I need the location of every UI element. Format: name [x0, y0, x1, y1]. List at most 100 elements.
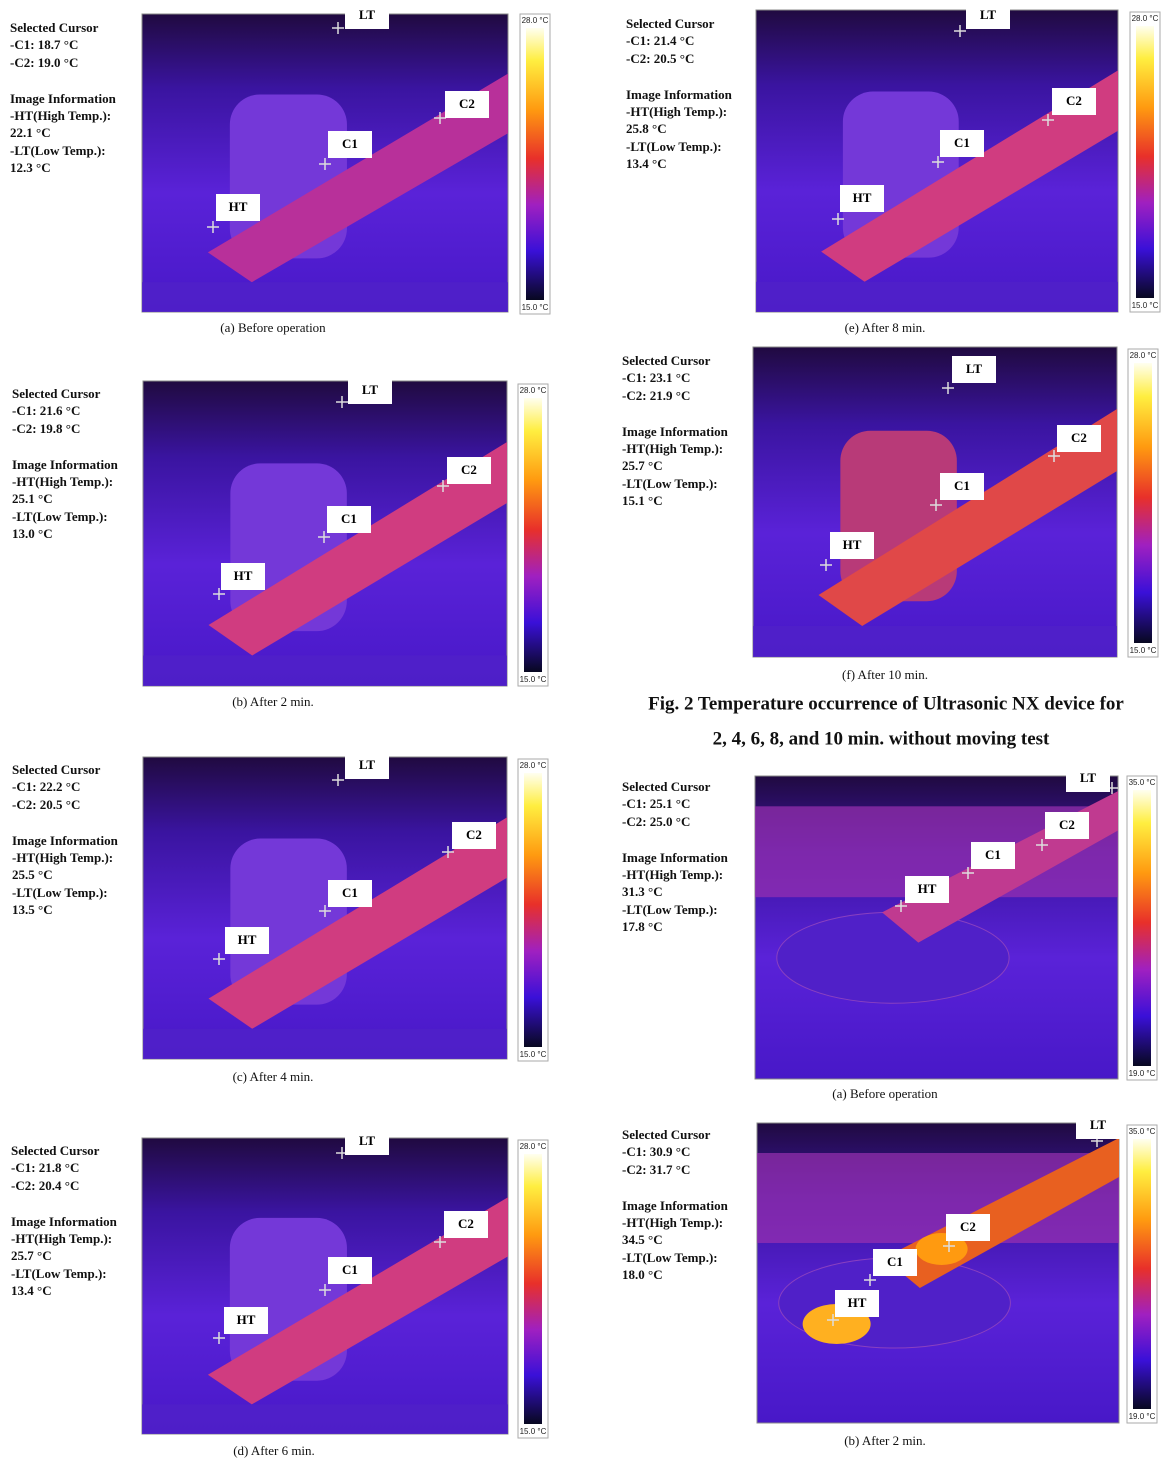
info-line: Image Information — [622, 424, 729, 439]
cursor-label: HT — [853, 190, 872, 205]
info-line: 25.1 °C — [12, 491, 53, 506]
cursor-label: HT — [234, 568, 253, 583]
colorbar-max: 35.0 °C — [1129, 778, 1156, 787]
cursor-label: LT — [359, 1133, 375, 1148]
info-line: -C2: 21.9 °C — [622, 388, 690, 403]
colorbar — [524, 1154, 542, 1424]
base-bar — [142, 282, 508, 312]
info-line: -C2: 20.5 °C — [626, 51, 694, 66]
info-line: 22.1 °C — [10, 125, 51, 140]
cursor-label: LT — [359, 757, 375, 772]
info-line: Image Information — [622, 1198, 729, 1213]
cursor-label: HT — [238, 932, 257, 947]
colorbar-max: 28.0 °C — [1132, 14, 1159, 23]
cursor-label: C1 — [954, 478, 970, 493]
info-line: Image Information — [10, 91, 117, 106]
base-bar — [143, 1029, 507, 1059]
info-line: 12.3 °C — [10, 160, 51, 175]
figure-caption: Fig. 2 Temperature occurrence of Ultraso… — [648, 693, 1124, 714]
cursor-label: C1 — [954, 135, 970, 150]
info-line: -LT(Low Temp.): — [626, 139, 722, 154]
info-line: -C1: 18.7 °C — [10, 37, 78, 52]
cursor-label: C2 — [1071, 430, 1087, 445]
colorbar-max: 28.0 °C — [520, 386, 547, 395]
colorbar-max: 28.0 °C — [520, 1142, 547, 1151]
info-line: -LT(Low Temp.): — [622, 1250, 718, 1265]
colorbar-max: 28.0 °C — [1130, 351, 1157, 360]
colorbar — [524, 398, 542, 672]
info-line: -LT(Low Temp.): — [12, 885, 108, 900]
info-line: 25.5 °C — [12, 867, 53, 882]
info-line: Selected Cursor — [622, 1127, 711, 1142]
colorbar — [1134, 363, 1152, 643]
info-line: -HT(High Temp.): — [12, 474, 113, 489]
colorbar-min: 15.0 °C — [522, 303, 549, 312]
cursor-label: C1 — [887, 1254, 903, 1269]
info-line: Image Information — [12, 457, 119, 472]
info-line: -C1: 22.2 °C — [12, 779, 80, 794]
colorbar-min: 19.0 °C — [1129, 1069, 1156, 1078]
panel-caption: (b) After 2 min. — [844, 1433, 926, 1448]
base-bar — [753, 626, 1117, 657]
cursor-label: LT — [966, 361, 982, 376]
info-line: Selected Cursor — [12, 762, 101, 777]
info-line: -C2: 19.8 °C — [12, 421, 80, 436]
colorbar — [1133, 1139, 1151, 1409]
info-line: -C1: 21.6 °C — [12, 403, 80, 418]
cursor-label: C1 — [341, 511, 357, 526]
info-line: Image Information — [12, 833, 119, 848]
cursor-label: C2 — [461, 462, 477, 477]
info-line: -LT(Low Temp.): — [11, 1266, 107, 1281]
panel-caption: (b) After 2 min. — [232, 694, 314, 709]
cursor-label: LT — [1080, 770, 1096, 785]
cursor-label: HT — [848, 1295, 867, 1310]
info-line: 13.4 °C — [11, 1283, 52, 1298]
cursor-label: LT — [1090, 1117, 1106, 1132]
colorbar-max: 35.0 °C — [1129, 1127, 1156, 1136]
panel-caption: (f) After 10 min. — [842, 667, 928, 682]
info-line: Selected Cursor — [12, 386, 101, 401]
info-line: -C2: 25.0 °C — [622, 814, 690, 829]
cursor-label: HT — [237, 1312, 256, 1327]
cursor-label: C1 — [342, 885, 358, 900]
info-line: -LT(Low Temp.): — [622, 902, 718, 917]
colorbar-max: 28.0 °C — [520, 761, 547, 770]
info-line: Selected Cursor — [622, 353, 711, 368]
info-line: -LT(Low Temp.): — [622, 476, 718, 491]
thermal-image — [757, 1123, 1119, 1423]
info-line: 25.8 °C — [626, 121, 667, 136]
info-line: -HT(High Temp.): — [11, 1231, 112, 1246]
base-bar — [143, 656, 507, 687]
info-line: -C2: 19.0 °C — [10, 55, 78, 70]
thermal-image — [753, 347, 1117, 657]
colorbar-max: 28.0 °C — [522, 16, 549, 25]
thermal-image — [143, 381, 507, 686]
panel-caption: (d) After 6 min. — [233, 1443, 315, 1458]
info-line: 15.1 °C — [622, 493, 663, 508]
info-line: -C2: 31.7 °C — [622, 1162, 690, 1177]
colorbar-min: 15.0 °C — [520, 1427, 547, 1436]
info-line: -C1: 21.4 °C — [626, 33, 694, 48]
cursor-label: HT — [843, 537, 862, 552]
panel-caption: (e) After 8 min. — [845, 320, 926, 335]
info-line: 31.3 °C — [622, 884, 663, 899]
figure-caption: 2, 4, 6, 8, and 10 min. without moving t… — [713, 728, 1050, 749]
cursor-label: C2 — [960, 1219, 976, 1234]
cursor-label: LT — [980, 7, 996, 22]
info-line: -HT(High Temp.): — [10, 108, 111, 123]
cursor-label: C2 — [1066, 93, 1082, 108]
colorbar — [1133, 790, 1151, 1066]
colorbar — [526, 28, 544, 300]
info-line: 17.8 °C — [622, 919, 663, 934]
info-line: -C1: 25.1 °C — [622, 796, 690, 811]
info-line: Image Information — [11, 1214, 118, 1229]
info-line: Image Information — [622, 850, 729, 865]
colorbar-min: 19.0 °C — [1129, 1412, 1156, 1421]
base-bar — [142, 1404, 508, 1434]
cursor-label: C1 — [985, 847, 1001, 862]
colorbar — [524, 773, 542, 1047]
colorbar-min: 15.0 °C — [520, 675, 547, 684]
info-line: -C2: 20.4 °C — [11, 1178, 79, 1193]
cursor-label: C1 — [342, 136, 358, 151]
info-line: 25.7 °C — [11, 1248, 52, 1263]
